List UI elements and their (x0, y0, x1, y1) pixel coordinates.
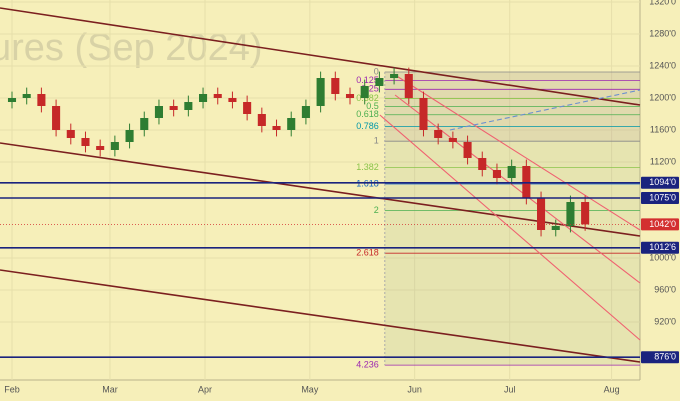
candle-body (228, 98, 237, 102)
trend-line (0, 142, 641, 237)
candle-body (140, 118, 149, 130)
x-tick-label: May (301, 384, 319, 394)
price-label: 876'0 (654, 352, 676, 362)
candle-body (22, 94, 31, 98)
candle-body (125, 130, 134, 142)
y-tick-label: 1280'0 (649, 28, 676, 38)
x-tick-label: Mar (102, 384, 118, 394)
price-box (641, 192, 679, 204)
candle-body (243, 102, 252, 114)
candle-body (331, 78, 340, 94)
fib-label: 0.786 (356, 121, 379, 131)
price-box (641, 351, 679, 364)
candle-body (66, 130, 75, 138)
candle-body (316, 78, 325, 106)
candle-body (492, 170, 502, 178)
candle-body (581, 202, 590, 225)
candle-body (52, 106, 61, 130)
price-label: 1075'0 (649, 192, 676, 202)
candle-body (566, 202, 575, 226)
candle-body (154, 106, 164, 118)
candle-body (184, 102, 193, 110)
x-tick-label: Aug (604, 384, 620, 394)
candle-body (390, 74, 399, 78)
candle-body (81, 138, 90, 146)
fib-label: 2 (374, 205, 379, 215)
trend-line (379, 114, 641, 341)
x-tick-label: Feb (4, 384, 20, 394)
candle-body (551, 226, 560, 230)
fib-label: 1 (374, 136, 379, 146)
fib-label: 0.5 (366, 101, 379, 111)
trend-line (394, 74, 641, 231)
candle-body (419, 98, 428, 130)
candle-body (96, 146, 105, 150)
fib-label: 2.618 (356, 248, 379, 258)
price-label: 1094'0 (649, 177, 676, 187)
x-tick-label: Apr (198, 384, 212, 394)
candle-body (257, 114, 266, 126)
fib-label: 0.25 (361, 84, 379, 94)
watermark: ures (Sep 2024) (0, 27, 263, 69)
candle-body (199, 94, 208, 102)
candle-body (7, 98, 17, 102)
price-label: 1012'6 (649, 242, 676, 252)
fib-label: 1.382 (356, 162, 379, 172)
trend-line (449, 89, 641, 131)
candle-body (537, 198, 546, 230)
x-tick-label: Jul (504, 384, 516, 394)
candle-body (272, 126, 281, 130)
candle-body (37, 94, 46, 106)
y-tick-label: 920'0 (654, 316, 676, 326)
fib-label: 4.236 (356, 360, 379, 370)
price-box (641, 241, 679, 254)
y-tick-label: 1200'0 (649, 92, 676, 102)
x-tick-label: Jun (407, 384, 422, 394)
candle-body (375, 78, 384, 86)
candle-body (169, 106, 178, 110)
candle-body (507, 166, 516, 178)
trend-line (394, 94, 641, 284)
fib-label: 0.125 (356, 75, 379, 85)
y-tick-label: 960'0 (654, 284, 676, 294)
price-label: 1042'0 (649, 219, 676, 229)
candle-body (404, 74, 413, 98)
candle-body (301, 106, 310, 118)
y-tick-label: 1120'0 (650, 156, 676, 166)
fib-label: 0.618 (356, 109, 379, 119)
y-tick-label: 1240'0 (649, 60, 676, 70)
candle-body (360, 86, 369, 98)
y-tick-label: 1160'0 (650, 124, 676, 134)
candle-body (448, 138, 457, 142)
y-tick-label: 1320'0 (649, 0, 676, 6)
candle-body (287, 118, 296, 130)
price-box (641, 218, 679, 231)
candle-body (110, 142, 119, 150)
candle-body (434, 130, 443, 138)
price-box (641, 176, 679, 189)
candle-body (478, 158, 487, 170)
fib-label: 0 (374, 66, 379, 76)
y-tick-label: 1000'0 (649, 252, 676, 262)
candle-body (463, 142, 472, 158)
trend-line (0, 7, 641, 106)
candle-body (213, 94, 222, 98)
trend-line (0, 269, 641, 363)
candle-body (345, 94, 355, 98)
